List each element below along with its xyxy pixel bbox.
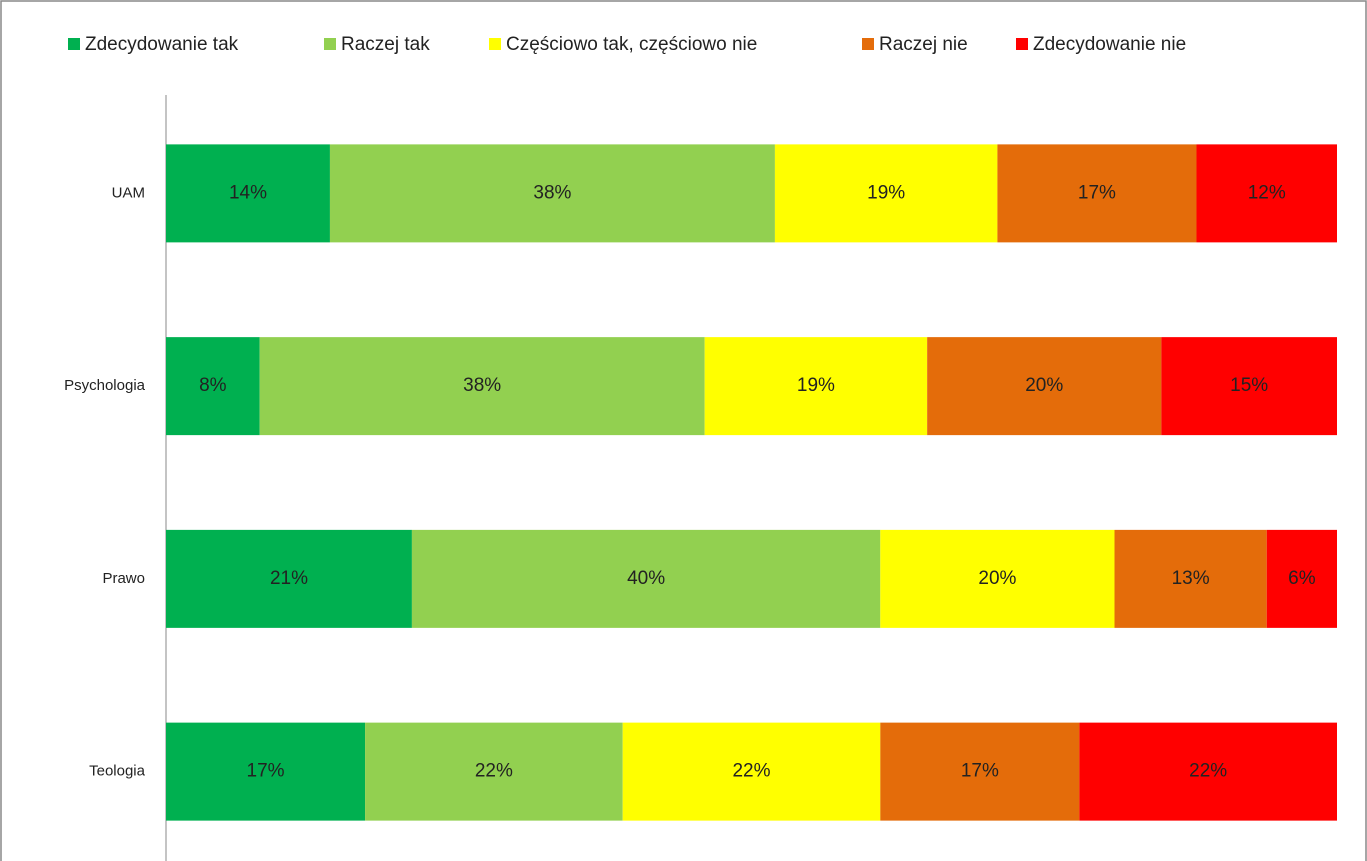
data-label: 38% — [463, 375, 501, 396]
bar-segment — [365, 722, 623, 821]
legend-swatch — [1016, 38, 1028, 50]
bar-segment — [411, 529, 881, 628]
y-tick-label: Prawo — [102, 570, 145, 587]
data-label: 40% — [627, 568, 665, 589]
data-label: 19% — [867, 182, 905, 203]
bar-segment — [166, 722, 366, 821]
legend-swatch — [68, 38, 80, 50]
data-label: 38% — [533, 182, 571, 203]
data-label: 20% — [978, 568, 1016, 589]
legend-label: Częściowo tak, częściowo nie — [506, 34, 757, 55]
bar-segment — [1196, 144, 1337, 243]
bar-segment — [880, 722, 1080, 821]
bar-segment — [880, 529, 1115, 628]
bar-segment — [774, 144, 998, 243]
bar-segment — [166, 337, 260, 436]
bar-segment — [997, 144, 1197, 243]
legend-label: Zdecydowanie nie — [1033, 34, 1186, 55]
bar-segment — [259, 337, 705, 436]
bar-segment — [1266, 529, 1337, 628]
data-label: 14% — [229, 182, 267, 203]
data-label: 17% — [961, 761, 999, 782]
data-label: 21% — [270, 568, 308, 589]
data-label: 6% — [1288, 568, 1316, 589]
legend-swatch — [324, 38, 336, 50]
data-label: 15% — [1230, 375, 1268, 396]
data-label: 20% — [1025, 375, 1063, 396]
bar-segment — [704, 337, 928, 436]
y-tick-label: UAM — [112, 184, 145, 201]
data-label: 12% — [1248, 182, 1286, 203]
y-tick-label: Teologia — [89, 763, 146, 780]
bar-segment — [927, 337, 1162, 436]
data-label: 19% — [797, 375, 835, 396]
data-label: 13% — [1172, 568, 1210, 589]
bar-segment — [166, 144, 330, 243]
legend-label: Raczej nie — [879, 34, 968, 55]
legend-swatch — [862, 38, 874, 50]
bar-segment — [622, 722, 881, 821]
data-label: 22% — [1189, 761, 1227, 782]
data-label: 17% — [247, 761, 285, 782]
data-label: 8% — [199, 375, 227, 396]
data-label: 17% — [1078, 182, 1116, 203]
bar-segment — [1161, 337, 1337, 436]
bar-segment — [166, 529, 412, 628]
legend-swatch — [489, 38, 501, 50]
y-tick-label: Psychologia — [64, 377, 146, 394]
bar-segment — [329, 144, 775, 243]
legend-label: Raczej tak — [341, 34, 430, 55]
data-label: 22% — [732, 761, 770, 782]
bar-segment — [1114, 529, 1267, 628]
data-label: 22% — [475, 761, 513, 782]
legend-label: Zdecydowanie tak — [85, 34, 239, 55]
bar-segment — [1079, 722, 1337, 821]
